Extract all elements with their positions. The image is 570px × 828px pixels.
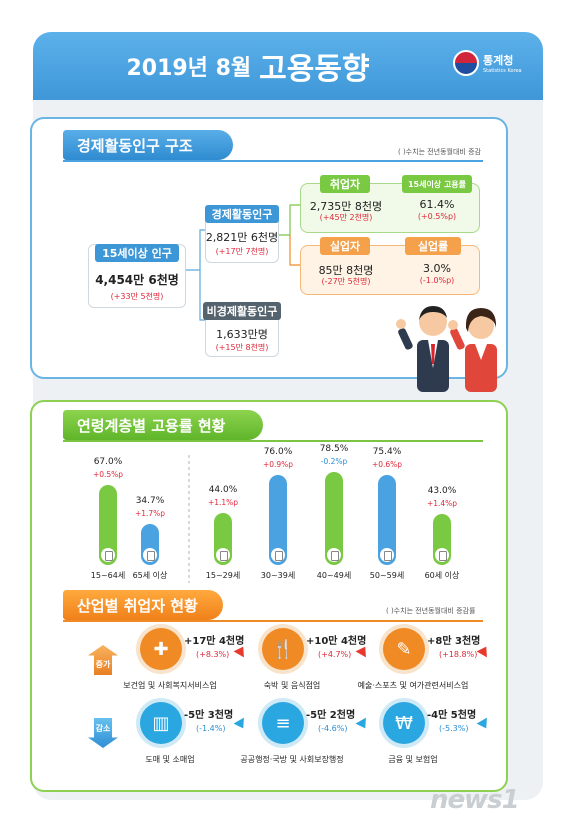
age-bar-value: 34.7%: [135, 496, 165, 506]
employed-change: (+45만 2천명): [319, 213, 373, 222]
age-bar-value: 78.5%: [319, 444, 349, 454]
active-value: 2,821만 6천명: [205, 231, 279, 244]
divider: [63, 440, 483, 442]
industry-rate: (+8.3%): [196, 650, 230, 659]
pop15-label: 15세이상 인구: [95, 244, 179, 262]
industry-label: 공공행정·국방 및 사회보장행정: [240, 755, 344, 764]
emp-rate-change: (+0.5%p): [417, 212, 457, 221]
logo-english: Statistics Korea: [483, 68, 522, 74]
businesswoman-figure: [448, 308, 497, 392]
unemployed-change: (-27만 5천명): [321, 277, 371, 286]
title-main: 고용동향: [259, 52, 370, 87]
industry-note: ( )수치는 전년동월대비 증감률: [386, 607, 476, 615]
unemployed-value: 85만 8천명: [318, 264, 374, 277]
industry-rate: (-4.6%): [318, 724, 348, 733]
unemp-rate-change: (-1.0%p): [419, 276, 455, 285]
age-bar-label: 60세 이상: [424, 571, 460, 580]
inactive-value: 1,633만명: [216, 328, 268, 341]
age-bar-value: 67.0%: [93, 457, 123, 467]
age-bar-label: 65세 이상: [132, 571, 168, 580]
scroll-icon: ≡: [262, 702, 304, 744]
age-bar-label: 15~29세: [205, 571, 241, 580]
age-bar: [378, 475, 396, 565]
pop15-value: 4,454만 6천명: [95, 273, 179, 287]
age-bar-change: +0.9%p: [262, 460, 294, 469]
page-title: 2019년 8월 고용동향: [33, 32, 463, 100]
structure-note: ( )수치는 전년동월대비 증감: [398, 148, 481, 156]
age-bar-value: 75.4%: [372, 447, 402, 457]
divider: [63, 620, 483, 622]
industry-label: 금융 및 보험업: [388, 755, 438, 764]
industry-label: 보건업 및 사회복지서비스업: [123, 681, 217, 690]
industry-label: 도매 및 소매업: [145, 755, 195, 764]
document-icon: [435, 548, 449, 562]
divider: [63, 160, 483, 162]
employed-value: 2,735만 8천명: [309, 200, 383, 213]
age-bar-label: 30~39세: [260, 571, 296, 580]
age-bar-value: 76.0%: [263, 447, 293, 457]
age-bar-change: +1.1%p: [207, 498, 239, 507]
industry-value: +10만 4천명: [306, 636, 367, 647]
document-icon: [143, 548, 157, 562]
industry-rate: (-5.3%): [439, 724, 469, 733]
age-bar-change: -0.2%p: [320, 457, 348, 466]
age-bar-value: 44.0%: [208, 485, 238, 495]
employed-label: 취업자: [320, 175, 370, 193]
emp-rate-label: 15세이상 고용률: [402, 175, 472, 193]
age-bar-label: 15~64세: [90, 571, 126, 580]
emp-rate-value: 61.4%: [419, 198, 455, 211]
unemployed-label: 실업자: [320, 237, 370, 255]
unemp-rate-value: 3.0%: [423, 262, 451, 275]
document-icon: [327, 548, 341, 562]
industry-section-title: 산업별 취업자 현황: [63, 590, 223, 620]
age-bar: [99, 485, 117, 565]
age-bar: [269, 475, 287, 565]
pop15-change: (+33만 5천명): [110, 292, 164, 301]
document-icon: [271, 548, 285, 562]
plate-cutlery-icon: 🍴: [262, 628, 304, 670]
age-bar-change: +0.5%p: [92, 470, 124, 479]
shopping-basket-icon: ▥: [140, 702, 182, 744]
active-label: 경제활동인구: [205, 205, 279, 223]
age-bar-change: +1.4%p: [426, 499, 458, 508]
age-divider-dashed: [188, 455, 190, 583]
laptop-won-icon: ₩: [383, 702, 425, 744]
statistics-korea-logo: 통계청 Statistics Korea: [453, 50, 522, 76]
age-bar-change: +0.6%p: [371, 460, 403, 469]
document-icon: [380, 548, 394, 562]
age-bar-label: 50~59세: [369, 571, 405, 580]
age-bar-value: 43.0%: [427, 486, 457, 496]
document-icon: [101, 548, 115, 562]
first-aid-kit-icon: ✚: [140, 628, 182, 670]
industry-value: +8만 3천명: [427, 636, 481, 647]
business-people-illustration: [396, 306, 497, 392]
age-bar-label: 40~49세: [316, 571, 352, 580]
industry-value: +17만 4천명: [184, 636, 245, 647]
taegeuk-icon: [453, 50, 479, 76]
unemp-rate-label: 실업률: [405, 237, 461, 255]
age-bar-change: +1.7%p: [134, 509, 166, 518]
industry-value: -5만 3천명: [184, 710, 234, 721]
age-bar: [325, 472, 343, 565]
industry-label: 예술·스포츠 및 여가관련서비스업: [357, 681, 469, 690]
businessman-figure: [396, 306, 449, 392]
news1-watermark: news1: [430, 785, 520, 815]
industry-rate: (+18.8%): [439, 650, 478, 659]
title-date: 2019년 8월: [126, 56, 252, 81]
industry-value: -5만 2천명: [306, 710, 356, 721]
industry-label: 숙박 및 음식점업: [263, 681, 321, 690]
industry-value: -4만 5천명: [427, 710, 477, 721]
industry-rate: (+4.7%): [318, 650, 352, 659]
active-change: (+17만 7천명): [215, 247, 269, 256]
document-icon: [216, 548, 230, 562]
logo-korean: 통계청: [483, 54, 514, 67]
age-section-title: 연령계층별 고용률 현황: [63, 410, 263, 440]
inactive-label: 비경제활동인구: [203, 302, 281, 320]
inactive-change: (+15만 8천명): [215, 343, 269, 352]
industry-rate: (-1.4%): [196, 724, 226, 733]
title-bar: 2019년 8월 고용동향 통계청 Statistics Korea: [33, 32, 543, 100]
structure-section-title: 경제활동인구 구조: [63, 130, 233, 160]
palette-icon: ✎: [383, 628, 425, 670]
